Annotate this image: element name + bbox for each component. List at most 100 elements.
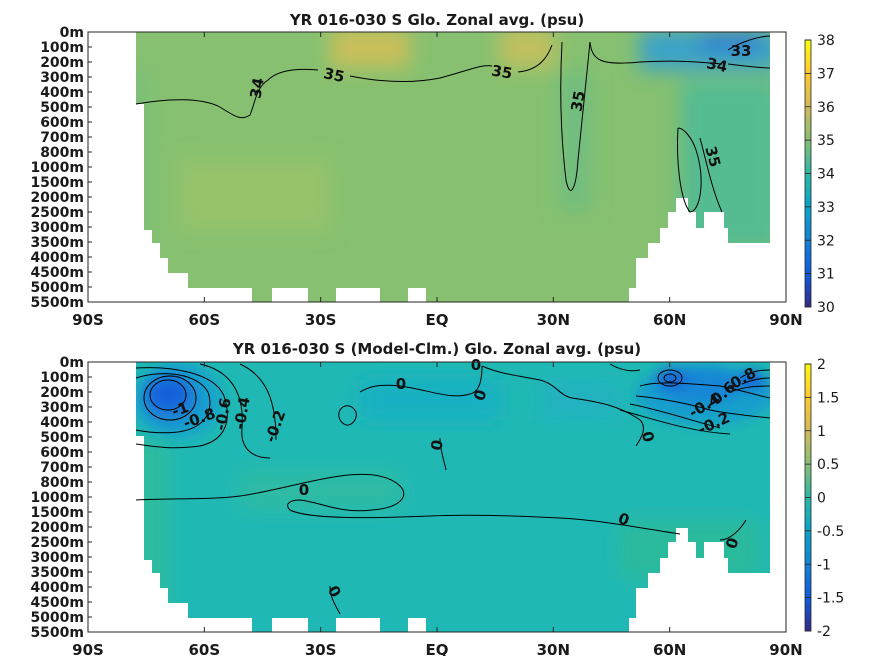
y-tick-label: 3000m	[30, 550, 84, 566]
x-tick-label: 90S	[72, 641, 104, 656]
contour-label: 35	[322, 64, 346, 86]
y-tick-label: 2500m	[30, 535, 84, 551]
x-tick-label: 90N	[769, 311, 802, 329]
x-tick-label: 90N	[769, 641, 802, 656]
contour-label: 34	[705, 54, 729, 76]
panel-top-title: YR 016-030 S Glo. Zonal avg. (psu)	[289, 11, 584, 29]
y-tick-label: 800m	[40, 475, 84, 491]
contour-label: 34	[246, 76, 267, 100]
y-tick-label: 100m	[40, 370, 84, 386]
x-tick-label: 30S	[305, 641, 337, 656]
colorbar-tick-label: 32	[817, 233, 835, 249]
y-tick-label: 1500m	[30, 175, 84, 191]
colorbar-tick-label: -2	[817, 624, 831, 640]
panel-top-field	[88, 32, 786, 302]
colorbar-tick-label: -1.5	[817, 591, 844, 607]
x-tick-label: 30S	[305, 311, 337, 329]
x-tick-label: EQ	[426, 311, 449, 329]
contour-label: -0.4	[230, 395, 253, 430]
colorbar-tick-label: 37	[817, 66, 835, 82]
y-tick-label: 4500m	[30, 595, 84, 611]
colorbar-tick-label: 34	[817, 167, 835, 183]
contour-label: -0.6	[211, 396, 234, 431]
y-tick-label: 0m	[60, 25, 84, 41]
colorbar-tick-label: 0.5	[817, 457, 839, 473]
y-tick-label: 600m	[40, 115, 84, 131]
colorbar-tick-label: 1.5	[817, 390, 839, 406]
y-tick-label: 4000m	[30, 580, 84, 596]
y-tick-label: 5500m	[30, 625, 84, 641]
contour-label: 35	[490, 61, 514, 82]
panel-bottom-y-axis: 0m100m200m300m400m500m600m700m800m1000m1…	[30, 355, 92, 641]
panel-top-y-axis: 0m100m200m300m400m500m600m700m800m1000m1…	[30, 25, 92, 311]
colorbar-tick-label: 38	[817, 33, 835, 49]
panel-bottom-title: YR 016-030 S (Model-Clm.) Glo. Zonal avg…	[232, 340, 641, 358]
colorbar-tick-label: -1	[817, 557, 831, 573]
contour-label: 33	[731, 42, 752, 60]
colorbar-tick-label: 2	[817, 357, 826, 373]
colorbar-tick-label: 35	[817, 133, 835, 149]
y-tick-label: 5500m	[30, 295, 84, 311]
panel-bottom-contours	[135, 363, 771, 615]
panel-top-contours	[135, 35, 771, 213]
contour-label: 0	[471, 356, 481, 374]
panel-bottom-colorbar-ticks: -2 -1.5 -1 -0.5 0 0.5 1 1.5 2	[805, 357, 844, 640]
y-tick-label: 200m	[40, 55, 84, 71]
colorbar-tick-label: 30	[817, 300, 835, 316]
y-tick-label: 4000m	[30, 250, 84, 266]
x-tick-label: 60N	[653, 311, 686, 329]
y-tick-label: 1500m	[30, 505, 84, 521]
y-tick-label: 2000m	[30, 520, 84, 536]
y-tick-label: 3500m	[30, 565, 84, 581]
contour-label: 0	[638, 429, 658, 444]
colorbar-tick-label: 1	[817, 424, 826, 440]
x-tick-label: 30N	[537, 641, 570, 656]
y-tick-label: 5000m	[30, 610, 84, 626]
y-tick-label: 3500m	[30, 235, 84, 251]
y-tick-label: 0m	[60, 355, 84, 371]
contour-label: 0	[299, 481, 309, 499]
y-tick-label: 300m	[40, 70, 84, 86]
y-tick-label: 2500m	[30, 205, 84, 221]
y-tick-label: 600m	[40, 445, 84, 461]
y-tick-label: 100m	[40, 40, 84, 56]
y-tick-label: 200m	[40, 385, 84, 401]
contour-label: 0	[396, 375, 406, 393]
x-tick-label: EQ	[426, 641, 449, 656]
panel-top-x-axis: 90S 60S 30S EQ 30N 60N 90N	[72, 32, 803, 329]
panel-bottom-x-axis: 90S 60S 30S EQ 30N 60N 90N	[72, 362, 803, 659]
contour-label: 35	[567, 89, 588, 113]
y-tick-label: 1000m	[30, 160, 84, 176]
colorbar-tick-label: 31	[817, 267, 835, 283]
y-tick-label: 400m	[40, 415, 84, 431]
y-tick-label: 500m	[40, 100, 84, 116]
contour-label: 0	[427, 438, 447, 451]
y-tick-label: 700m	[40, 460, 84, 476]
x-tick-label: 60N	[653, 641, 686, 656]
colorbar-tick-label: 33	[817, 200, 835, 216]
colorbar-tick-label: 0	[817, 491, 826, 507]
colorbar-tick-label: 36	[817, 100, 835, 116]
contour-label: -1	[169, 398, 191, 421]
x-tick-label: 60S	[188, 311, 220, 329]
panel-top-colorbar-ticks: 30 31 32 33 34 35 36 37 38	[805, 33, 835, 316]
x-tick-label: 60S	[188, 641, 220, 656]
y-tick-label: 700m	[40, 130, 84, 146]
panel-top: YR 016-030 S Glo. Zonal avg. (psu)	[30, 11, 834, 329]
x-tick-label: 90S	[72, 311, 104, 329]
y-tick-label: 3000m	[30, 220, 84, 236]
y-tick-label: 500m	[40, 430, 84, 446]
colorbar-tick-label: -0.5	[817, 524, 844, 540]
y-tick-label: 2000m	[30, 190, 84, 206]
panel-top-contour-labels: 35 35 34 34 33 35 35	[246, 42, 751, 169]
x-tick-label: 30N	[537, 311, 570, 329]
y-tick-label: 1000m	[30, 490, 84, 506]
y-tick-label: 4500m	[30, 265, 84, 281]
y-tick-label: 400m	[40, 85, 84, 101]
y-tick-label: 5000m	[30, 280, 84, 296]
panel-bottom: YR 016-030 S (Model-Clm.) Glo. Zonal avg…	[30, 340, 844, 659]
panel-bottom-field	[88, 362, 786, 632]
y-tick-label: 300m	[40, 400, 84, 416]
